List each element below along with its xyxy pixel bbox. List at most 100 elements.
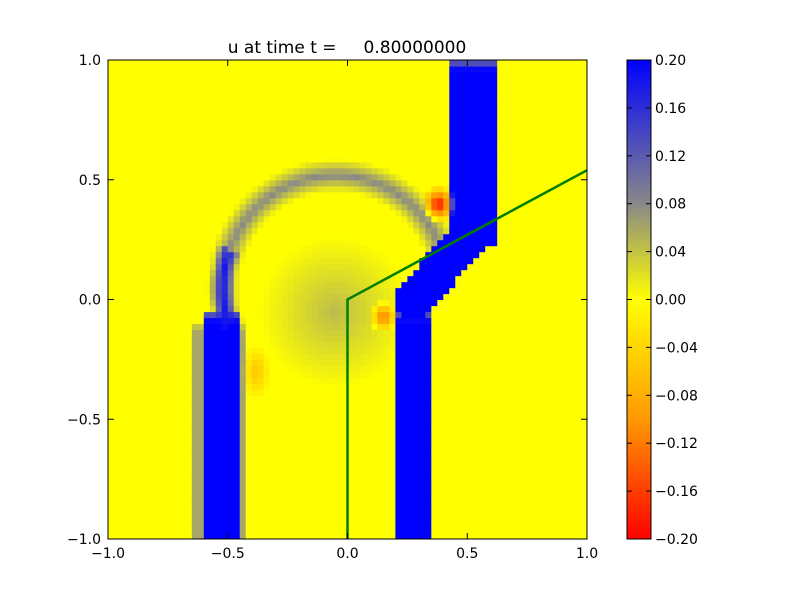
heatmap-cell (125, 185, 133, 193)
heatmap-cell (305, 329, 313, 337)
heatmap-cell (227, 101, 235, 109)
heatmap-cell (251, 533, 259, 539)
heatmap-cell (461, 137, 468, 145)
heatmap-cell (173, 377, 181, 384)
heatmap-cell (383, 425, 391, 432)
heatmap-cell (161, 119, 169, 127)
heatmap-cell (233, 257, 241, 265)
heatmap-cell (167, 257, 175, 265)
heatmap-cell (257, 281, 265, 289)
heatmap-cell (359, 143, 367, 151)
heatmap-cell (197, 335, 205, 343)
heatmap-cell (269, 353, 277, 360)
heatmap-cell (323, 503, 331, 510)
heatmap-cell (233, 455, 241, 462)
heatmap-cell (287, 71, 295, 79)
heatmap-cell (449, 299, 456, 307)
heatmap-cell (401, 341, 408, 348)
heatmap-cell (143, 287, 151, 295)
heatmap-cell (161, 437, 169, 444)
heatmap-cell (407, 437, 414, 444)
heatmap-cell (251, 491, 259, 498)
heatmap-cell (185, 107, 193, 115)
heatmap-cell (383, 269, 391, 277)
heatmap-cell (419, 137, 426, 145)
heatmap-cell (269, 83, 277, 91)
heatmap-cell (197, 365, 205, 372)
heatmap-cell (461, 323, 468, 331)
heatmap-cell (197, 245, 205, 253)
heatmap-cell (263, 365, 271, 372)
heatmap-cell (455, 449, 462, 456)
heatmap-cell (407, 167, 414, 175)
heatmap-cell (347, 533, 355, 539)
heatmap-cell (401, 161, 408, 169)
heatmap-cell (317, 449, 325, 456)
heatmap-cell (443, 431, 450, 438)
heatmap-cell (173, 449, 181, 456)
heatmap-cell (245, 239, 253, 247)
heatmap-cell (293, 263, 301, 271)
heatmap-cell (407, 257, 414, 265)
heatmap-cell (371, 437, 379, 444)
heatmap-cell (263, 497, 271, 504)
heatmap-cell (239, 461, 247, 468)
heatmap-cell (173, 263, 181, 271)
heatmap-cell (215, 401, 223, 408)
heatmap-cell (437, 233, 444, 241)
heatmap-cell (197, 383, 205, 390)
heatmap-cell (473, 173, 480, 181)
heatmap-cell (425, 413, 432, 420)
heatmap-cell (215, 269, 223, 277)
heatmap-cell (203, 497, 211, 504)
heatmap-cell (365, 113, 373, 121)
heatmap-cell (407, 449, 414, 456)
heatmap-cell (299, 509, 307, 516)
heatmap-cell (203, 413, 211, 420)
heatmap-cell (413, 413, 420, 420)
heatmap-cell (293, 167, 301, 175)
heatmap-cell (209, 527, 217, 534)
heatmap-cell (263, 125, 271, 133)
heatmap-cell (173, 269, 181, 277)
heatmap-cell (221, 413, 229, 420)
heatmap-cell (155, 60, 163, 67)
heatmap-cell (113, 431, 121, 438)
heatmap-cell (395, 305, 402, 313)
heatmap-cell (365, 257, 373, 265)
heatmap-cell (371, 353, 379, 360)
heatmap-cell (395, 395, 402, 402)
heatmap-cell (149, 311, 157, 319)
heatmap-cell (413, 155, 420, 163)
heatmap-cell (149, 287, 157, 295)
heatmap-cell (173, 461, 181, 468)
heatmap-cell (461, 389, 468, 396)
heatmap-cell (317, 413, 325, 420)
heatmap-cell (209, 77, 217, 85)
heatmap-cell (323, 137, 331, 145)
heatmap-cell (263, 299, 271, 307)
heatmap-cell (329, 173, 337, 181)
heatmap-cell (221, 311, 229, 319)
heatmap-cell (461, 191, 468, 199)
heatmap-cell (335, 437, 343, 444)
heatmap-cell (407, 503, 414, 510)
heatmap-cell (473, 401, 480, 408)
heatmap-cell (473, 275, 480, 283)
heatmap-cell (413, 263, 420, 271)
heatmap-cell (143, 125, 151, 133)
heatmap-cell (263, 455, 271, 462)
heatmap-cell (413, 89, 420, 97)
heatmap-cell (359, 485, 367, 492)
heatmap-cell (257, 443, 265, 450)
heatmap-cell (269, 449, 277, 456)
heatmap-cell (221, 521, 229, 528)
heatmap-cell (275, 161, 283, 169)
heatmap-cell (167, 323, 175, 331)
heatmap-cell (257, 203, 265, 211)
heatmap-cell (113, 245, 121, 253)
heatmap-cell (143, 149, 151, 157)
heatmap-cell (185, 275, 193, 283)
heatmap-cell (293, 317, 301, 325)
heatmap-cell (173, 443, 181, 450)
